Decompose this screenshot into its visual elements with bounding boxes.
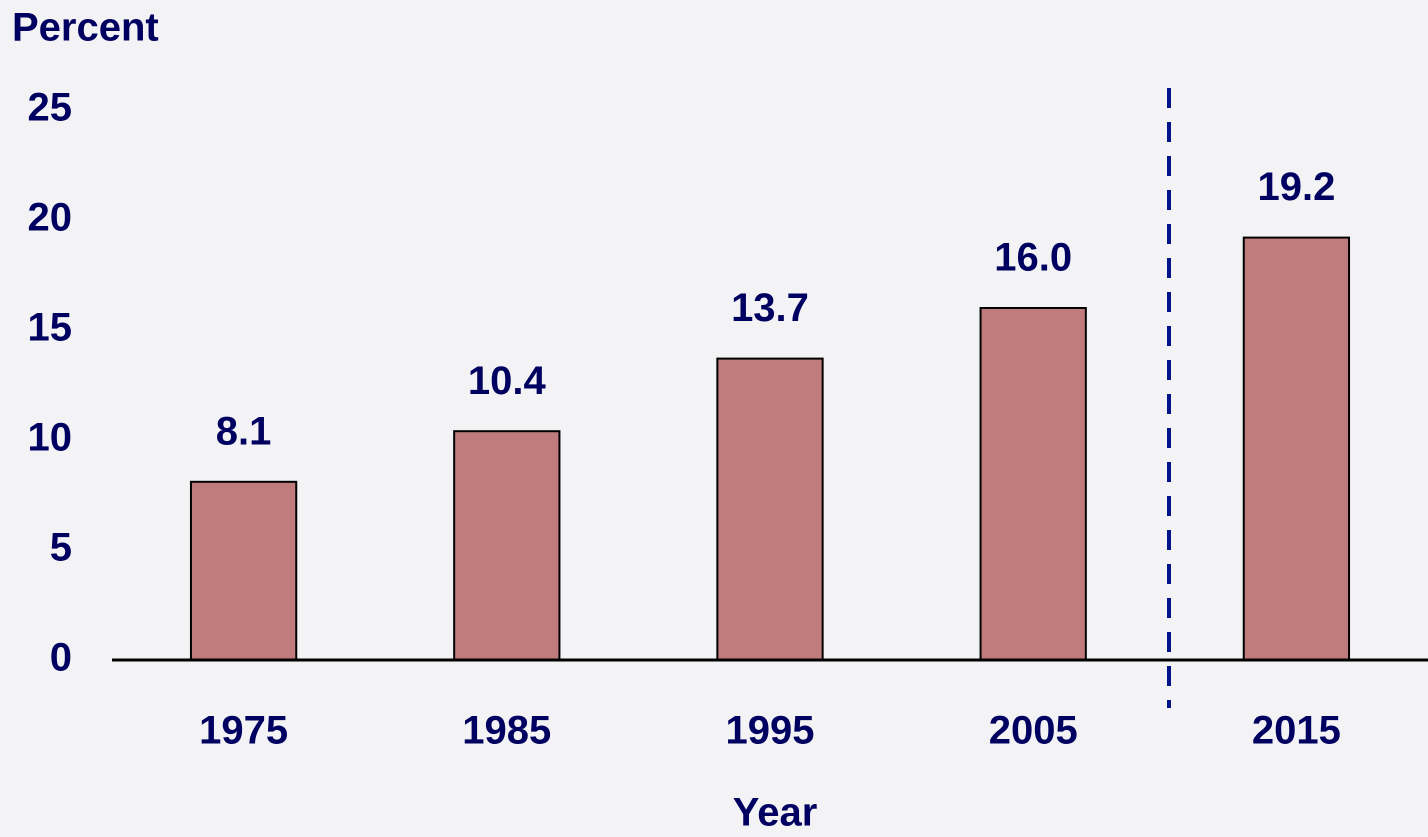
bar — [979, 307, 1087, 661]
y-tick-label: 25 — [28, 86, 73, 130]
bar — [1242, 236, 1351, 661]
y-tick-label: 0 — [50, 636, 72, 680]
value-label: 10.4 — [468, 359, 547, 403]
value-label: 19.2 — [1257, 165, 1335, 209]
y-tick-label: 10 — [28, 416, 73, 460]
x-tick-label: 2005 — [989, 709, 1078, 753]
bar — [716, 357, 824, 661]
x-tick-label: 2015 — [1252, 709, 1341, 753]
y-axis-label: Percent — [12, 6, 159, 50]
y-tick-label: 5 — [50, 526, 72, 570]
x-tick-label: 1985 — [462, 709, 551, 753]
bar — [189, 480, 298, 661]
bar — [453, 430, 561, 662]
x-tick-label: 1995 — [726, 709, 815, 753]
y-tick-label: 20 — [28, 196, 73, 240]
value-label: 16.0 — [994, 236, 1072, 280]
y-tick-label: 15 — [28, 306, 73, 350]
x-axis-label: Year — [733, 791, 818, 835]
value-label: 13.7 — [731, 286, 809, 330]
value-label: 8.1 — [216, 409, 272, 453]
x-tick-label: 1975 — [199, 709, 288, 753]
